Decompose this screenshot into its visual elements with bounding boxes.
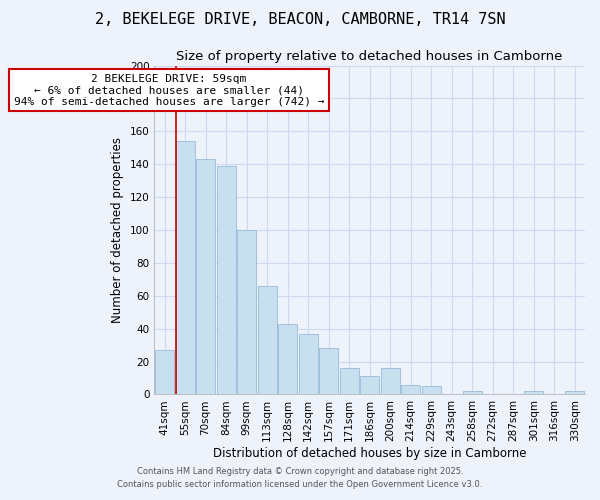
- X-axis label: Distribution of detached houses by size in Camborne: Distribution of detached houses by size …: [213, 447, 526, 460]
- Bar: [463, 391, 482, 394]
- Title: Size of property relative to detached houses in Camborne: Size of property relative to detached ho…: [176, 50, 563, 63]
- Bar: [319, 348, 338, 395]
- Bar: [155, 350, 174, 395]
- Bar: [565, 391, 584, 394]
- Bar: [422, 386, 440, 394]
- Text: Contains HM Land Registry data © Crown copyright and database right 2025.
Contai: Contains HM Land Registry data © Crown c…: [118, 468, 482, 489]
- Y-axis label: Number of detached properties: Number of detached properties: [111, 137, 124, 323]
- Bar: [401, 384, 420, 394]
- Bar: [360, 376, 379, 394]
- Bar: [340, 368, 359, 394]
- Bar: [237, 230, 256, 394]
- Bar: [524, 391, 543, 394]
- Bar: [176, 141, 194, 395]
- Text: 2 BEKELEGE DRIVE: 59sqm
← 6% of detached houses are smaller (44)
94% of semi-det: 2 BEKELEGE DRIVE: 59sqm ← 6% of detached…: [14, 74, 325, 107]
- Text: 2, BEKELEGE DRIVE, BEACON, CAMBORNE, TR14 7SN: 2, BEKELEGE DRIVE, BEACON, CAMBORNE, TR1…: [95, 12, 505, 28]
- Bar: [278, 324, 297, 394]
- Bar: [217, 166, 236, 394]
- Bar: [196, 160, 215, 394]
- Bar: [299, 334, 317, 394]
- Bar: [257, 286, 277, 395]
- Bar: [381, 368, 400, 394]
